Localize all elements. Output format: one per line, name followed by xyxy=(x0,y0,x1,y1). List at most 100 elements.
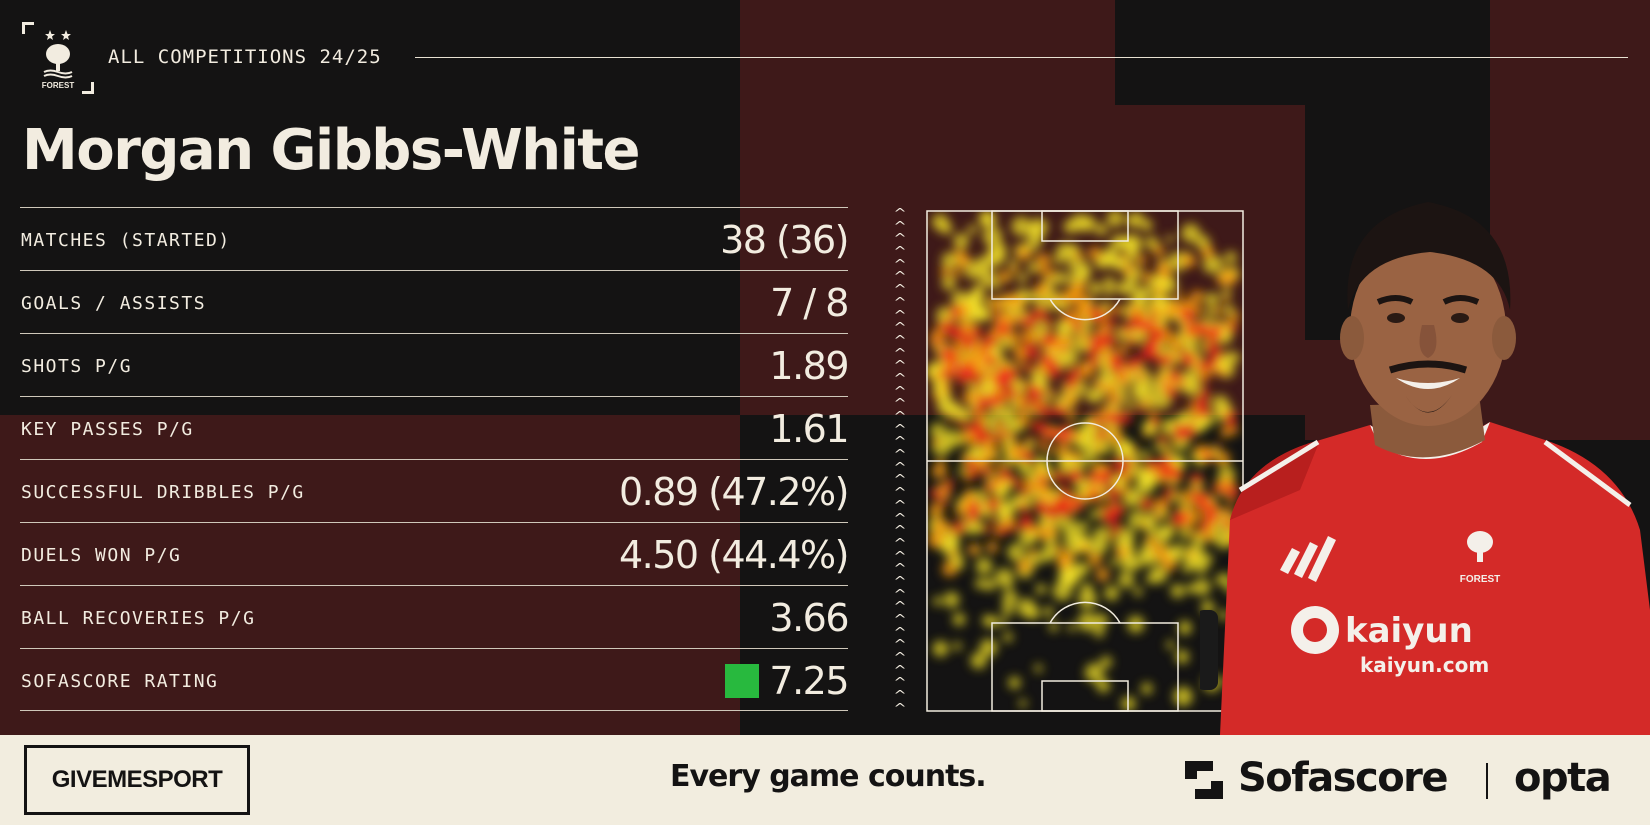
heat-blob xyxy=(1145,236,1159,250)
heat-blob xyxy=(982,615,993,626)
heat-blob xyxy=(932,518,949,535)
chevron-up-icon: ^ xyxy=(893,523,907,538)
heat-blob xyxy=(1188,258,1197,266)
heat-blob xyxy=(1087,552,1103,567)
heat-blob xyxy=(983,578,996,591)
heat-blob xyxy=(1024,393,1031,401)
heat-blob xyxy=(1063,392,1077,406)
heat-blob xyxy=(1157,433,1168,445)
shirt-sponsor-url: kaiyun.com xyxy=(1360,653,1489,677)
heat-blob xyxy=(1087,471,1101,486)
heat-blob xyxy=(1026,606,1040,620)
heat-blob xyxy=(980,367,993,380)
stat-value-text: 1.61 xyxy=(769,407,849,451)
heat-blob xyxy=(994,420,1004,429)
heat-blob xyxy=(1021,505,1030,513)
heat-blob xyxy=(1214,306,1223,316)
stat-value-text: 0.89 (47.2%) xyxy=(618,470,850,514)
heat-blob xyxy=(941,367,955,381)
heat-blob xyxy=(1129,445,1138,454)
heat-blob xyxy=(1136,372,1145,381)
heat-blob xyxy=(1106,486,1122,502)
heat-blob xyxy=(969,446,983,461)
heat-blob xyxy=(1056,554,1072,570)
heat-blob xyxy=(1053,404,1064,415)
heat-blob xyxy=(1037,264,1048,275)
heat-blob xyxy=(942,561,958,577)
footer-divider xyxy=(1486,763,1488,799)
heat-blob xyxy=(1193,578,1211,596)
club-crest: FOREST xyxy=(22,22,94,94)
heat-blob xyxy=(977,307,991,321)
crest-frame-corner xyxy=(82,82,94,94)
heat-blob xyxy=(1059,485,1071,497)
heat-blob xyxy=(1227,500,1236,509)
stat-row-goals-assists: GOALS / ASSISTS 7 / 8 xyxy=(20,270,849,333)
heat-blob xyxy=(1036,400,1045,410)
heat-blob xyxy=(1120,253,1128,261)
heat-blob xyxy=(1105,319,1116,330)
heat-blob xyxy=(1023,344,1039,360)
heat-blob xyxy=(953,520,966,534)
heat-blob xyxy=(1106,210,1124,228)
heat-blob xyxy=(1100,656,1113,668)
heat-blob xyxy=(1040,533,1048,542)
heat-blob xyxy=(974,578,986,590)
heat-blob xyxy=(1220,485,1230,495)
heat-blob xyxy=(1035,583,1047,595)
heat-blob xyxy=(1207,501,1218,512)
heat-blob xyxy=(1166,640,1175,650)
heat-blob xyxy=(1080,543,1090,553)
heat-blob xyxy=(1149,303,1161,315)
heat-blob xyxy=(1017,558,1032,573)
heat-blob xyxy=(1199,387,1209,396)
heat-blob xyxy=(1178,527,1191,540)
heat-blob xyxy=(1119,411,1133,424)
heat-blob xyxy=(930,487,943,500)
heat-blob xyxy=(965,457,978,470)
heat-blob xyxy=(992,313,999,320)
heat-blob xyxy=(1048,445,1057,454)
heat-blob xyxy=(1025,434,1034,442)
chevron-up-icon: ^ xyxy=(893,688,907,703)
heat-blob xyxy=(944,488,952,496)
chevron-up-icon: ^ xyxy=(893,573,907,588)
competition-label: ALL COMPETITIONS 24/25 xyxy=(108,46,382,68)
heat-blob xyxy=(1048,389,1055,396)
heat-blob xyxy=(1094,613,1109,628)
heat-blob xyxy=(1093,626,1105,638)
heat-blob xyxy=(1001,429,1009,437)
heat-blob xyxy=(1034,283,1048,297)
heat-blob xyxy=(963,488,976,500)
heat-blob xyxy=(1082,446,1099,463)
chevron-up-icon: ^ xyxy=(893,472,907,487)
heat-blob xyxy=(1224,251,1238,264)
stat-label: KEY PASSES P/G xyxy=(21,419,194,440)
heat-blob xyxy=(1202,256,1221,274)
heat-blob xyxy=(966,422,977,433)
heat-blob xyxy=(1175,291,1184,300)
chevron-up-icon: ^ xyxy=(893,612,907,626)
stat-value: 7 / 8 xyxy=(770,281,849,325)
stat-row-recoveries: BALL RECOVERIES P/G 3.66 xyxy=(20,585,849,648)
heat-blob xyxy=(978,210,994,226)
heat-blob xyxy=(990,479,997,487)
heat-blob xyxy=(1016,413,1030,427)
heat-blob xyxy=(1215,573,1228,586)
heat-blob xyxy=(1204,450,1214,461)
heat-blob xyxy=(1183,508,1200,525)
heat-blob xyxy=(971,520,985,534)
heat-blob xyxy=(1140,470,1156,486)
heat-blob xyxy=(1109,360,1124,375)
heat-blob xyxy=(1196,405,1211,419)
heat-blob xyxy=(971,327,983,338)
heat-blob xyxy=(941,276,956,291)
stat-value-text: 3.66 xyxy=(769,596,849,640)
heat-blob xyxy=(1098,542,1109,553)
heat-blob xyxy=(997,524,1009,536)
chevron-up-icon: ^ xyxy=(893,459,907,474)
heat-blob xyxy=(1223,410,1237,425)
opta-logo: opta xyxy=(1514,755,1612,801)
heat-blob xyxy=(943,591,960,608)
heat-blob xyxy=(1145,518,1155,528)
